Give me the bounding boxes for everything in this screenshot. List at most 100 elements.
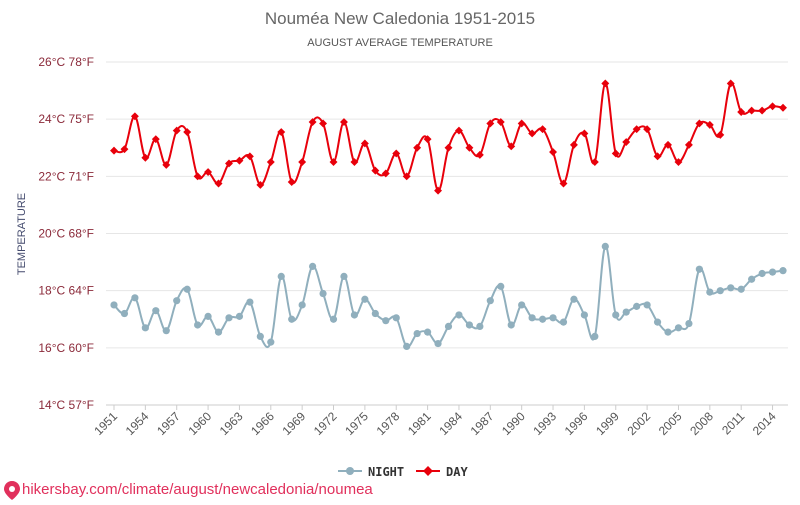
night-point[interactable] bbox=[476, 322, 484, 330]
day-point[interactable] bbox=[329, 158, 338, 167]
night-point[interactable] bbox=[267, 338, 275, 346]
day-point[interactable] bbox=[277, 128, 286, 136]
night-point[interactable] bbox=[173, 297, 181, 305]
night-point[interactable] bbox=[612, 311, 620, 319]
legend[interactable]: NIGHT DAY bbox=[338, 465, 468, 479]
night-point[interactable] bbox=[455, 311, 463, 319]
day-point[interactable] bbox=[360, 139, 369, 148]
legend-item-night[interactable]: NIGHT bbox=[338, 465, 404, 479]
night-point[interactable] bbox=[643, 301, 651, 309]
day-point[interactable] bbox=[151, 135, 160, 144]
night-point[interactable] bbox=[162, 327, 170, 335]
day-point[interactable] bbox=[183, 128, 192, 136]
night-point[interactable] bbox=[183, 285, 191, 293]
day-point[interactable] bbox=[141, 153, 150, 162]
day-point[interactable] bbox=[110, 146, 118, 155]
day-point[interactable] bbox=[444, 143, 453, 152]
night-point[interactable] bbox=[403, 342, 411, 351]
day-point[interactable] bbox=[245, 152, 254, 161]
night-point[interactable] bbox=[497, 282, 505, 290]
day-point[interactable] bbox=[402, 172, 411, 181]
day-point[interactable] bbox=[590, 158, 599, 167]
night-point[interactable] bbox=[371, 309, 379, 318]
day-point[interactable] bbox=[120, 145, 129, 154]
night-point[interactable] bbox=[152, 307, 160, 315]
night-point[interactable] bbox=[758, 269, 766, 278]
night-point[interactable] bbox=[277, 272, 285, 280]
day-point[interactable] bbox=[664, 140, 672, 149]
night-point[interactable] bbox=[727, 284, 735, 292]
day-point[interactable] bbox=[350, 158, 359, 167]
day-point[interactable] bbox=[507, 142, 516, 151]
night-point[interactable] bbox=[141, 324, 149, 332]
day-point[interactable] bbox=[193, 172, 202, 181]
night-point[interactable] bbox=[570, 295, 578, 303]
night-point[interactable] bbox=[622, 308, 630, 316]
day-point[interactable] bbox=[601, 79, 610, 88]
night-point[interactable] bbox=[392, 314, 400, 322]
night-point[interactable] bbox=[309, 262, 317, 270]
day-point[interactable] bbox=[413, 143, 422, 152]
day-point[interactable] bbox=[214, 179, 223, 188]
night-point[interactable] bbox=[131, 294, 139, 302]
night-point[interactable] bbox=[382, 317, 390, 325]
day-point[interactable] bbox=[768, 102, 777, 111]
day-point[interactable] bbox=[674, 158, 683, 167]
day-point[interactable] bbox=[266, 158, 275, 167]
day-point[interactable] bbox=[392, 149, 401, 158]
night-point[interactable] bbox=[465, 321, 474, 329]
night-point[interactable] bbox=[653, 318, 662, 326]
day-point[interactable] bbox=[225, 159, 233, 168]
night-point[interactable] bbox=[768, 268, 777, 276]
day-point[interactable] bbox=[162, 160, 171, 169]
night-point[interactable] bbox=[559, 318, 568, 326]
day-point[interactable] bbox=[423, 135, 432, 144]
legend-item-day[interactable]: DAY bbox=[416, 465, 468, 479]
night-point[interactable] bbox=[444, 322, 453, 330]
night-point[interactable] bbox=[580, 311, 588, 319]
night-point[interactable] bbox=[225, 314, 233, 322]
day-point[interactable] bbox=[434, 186, 443, 195]
night-point[interactable] bbox=[329, 315, 338, 323]
night-point[interactable] bbox=[423, 328, 432, 336]
night-point[interactable] bbox=[737, 285, 745, 293]
night-point[interactable] bbox=[256, 332, 264, 340]
night-point[interactable] bbox=[507, 321, 515, 329]
night-point[interactable] bbox=[486, 297, 494, 305]
night-point[interactable] bbox=[748, 275, 756, 283]
night-point[interactable] bbox=[319, 289, 327, 298]
day-point[interactable] bbox=[622, 138, 631, 146]
night-point[interactable] bbox=[194, 321, 202, 329]
footer-link[interactable]: hikersbay.com/climate/august/newcaledoni… bbox=[4, 481, 373, 500]
day-point[interactable] bbox=[287, 178, 296, 187]
night-point[interactable] bbox=[340, 272, 348, 280]
day-point[interactable] bbox=[569, 140, 578, 149]
night-point[interactable] bbox=[674, 324, 683, 332]
night-point[interactable] bbox=[235, 312, 244, 320]
night-point[interactable] bbox=[716, 287, 724, 295]
night-point[interactable] bbox=[685, 319, 693, 328]
night-point[interactable] bbox=[664, 328, 672, 336]
night-point[interactable] bbox=[413, 329, 421, 338]
night-point[interactable] bbox=[204, 312, 212, 320]
day-point[interactable] bbox=[653, 152, 662, 161]
day-point[interactable] bbox=[549, 148, 557, 156]
day-point[interactable] bbox=[684, 140, 693, 149]
night-point[interactable] bbox=[110, 301, 118, 309]
day-point[interactable] bbox=[580, 129, 589, 138]
night-point[interactable] bbox=[706, 288, 714, 296]
day-point[interactable] bbox=[475, 150, 484, 159]
night-point[interactable] bbox=[361, 295, 369, 303]
day-point[interactable] bbox=[256, 180, 265, 189]
day-point[interactable] bbox=[204, 168, 213, 177]
night-point[interactable] bbox=[779, 267, 787, 275]
day-point[interactable] bbox=[716, 130, 725, 139]
night-point[interactable] bbox=[633, 302, 641, 310]
night-point[interactable] bbox=[214, 328, 223, 336]
day-point[interactable] bbox=[559, 179, 568, 188]
day-point[interactable] bbox=[465, 143, 474, 152]
day-point[interactable] bbox=[298, 158, 307, 167]
day-point[interactable] bbox=[235, 156, 244, 165]
night-point[interactable] bbox=[549, 314, 557, 322]
night-point[interactable] bbox=[538, 315, 547, 323]
